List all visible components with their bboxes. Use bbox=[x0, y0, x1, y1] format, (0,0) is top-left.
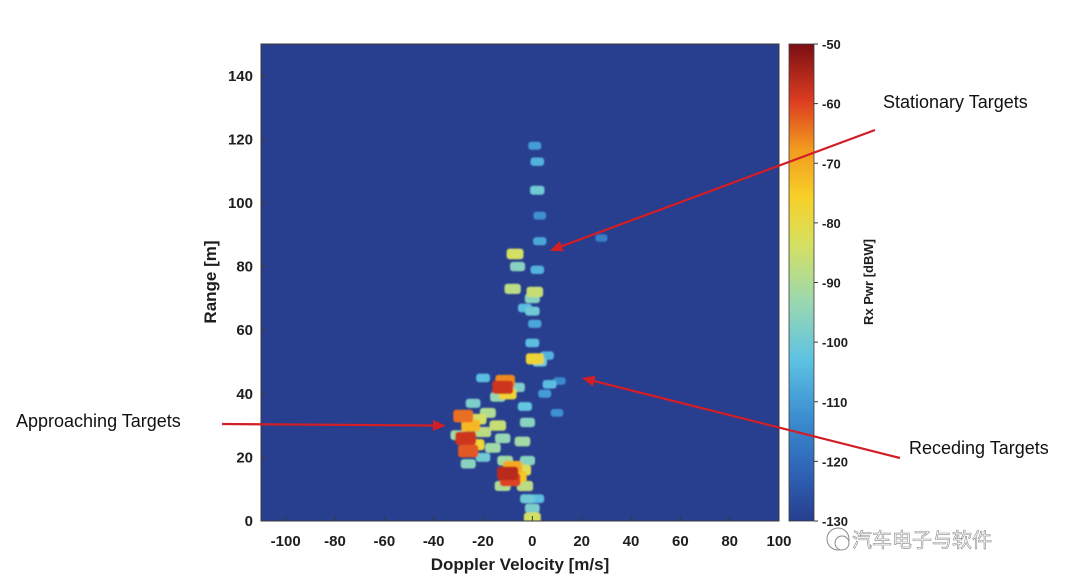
annotation-arrow-line bbox=[594, 380, 901, 460]
heatmap-cell bbox=[525, 338, 540, 348]
plot-background bbox=[261, 44, 779, 521]
heatmap-cell bbox=[516, 480, 534, 492]
heatmap-cell bbox=[458, 444, 479, 458]
heatmap-cell bbox=[526, 286, 544, 298]
heatmap-cell bbox=[528, 319, 542, 328]
heatmap-cell bbox=[533, 237, 547, 246]
heatmap-cell bbox=[475, 452, 491, 462]
heatmap-cell bbox=[455, 431, 477, 445]
y-axis-label: Range [m] bbox=[201, 240, 220, 323]
x-tick-label: -80 bbox=[324, 533, 346, 550]
heatmap-cell bbox=[519, 417, 535, 428]
x-tick-label: -40 bbox=[423, 533, 445, 550]
heatmap-cell bbox=[504, 283, 521, 294]
x-tick-label: 60 bbox=[672, 533, 689, 550]
y-tick-label: 140 bbox=[228, 68, 253, 85]
heatmap-cell bbox=[530, 265, 545, 274]
heatmap-cell bbox=[485, 443, 501, 453]
annotation-arrow-head bbox=[581, 375, 596, 387]
colorbar-tick-label: -130 bbox=[822, 514, 848, 529]
annotation-arrow-line bbox=[221, 422, 434, 427]
colorbar-tick-label: -50 bbox=[822, 37, 841, 52]
heatmap-cell bbox=[595, 234, 608, 242]
colorbar-tick-label: -100 bbox=[822, 335, 848, 350]
heatmap-cell bbox=[538, 389, 552, 398]
heatmap-cell bbox=[495, 433, 511, 444]
heatmap-cell bbox=[461, 419, 480, 432]
colorbar-tick-label: -70 bbox=[822, 156, 841, 171]
heatmap-cell bbox=[476, 373, 490, 383]
heatmap-cells bbox=[450, 141, 608, 521]
x-axis-label: Doppler Velocity [m/s] bbox=[431, 555, 610, 574]
annotation-label: Approaching Targets bbox=[16, 411, 181, 431]
heatmap-cell bbox=[492, 380, 514, 394]
y-tick-label: 40 bbox=[236, 386, 253, 403]
y-axis-ticks: 0 20 40 60 80 100 120 140 bbox=[228, 68, 266, 530]
watermark-text: 汽车电子与软件 bbox=[852, 528, 992, 552]
heatmap-cell bbox=[465, 398, 481, 408]
heatmap-cell bbox=[489, 420, 507, 431]
x-tick-label: -100 bbox=[271, 533, 301, 550]
y-tick-label: 0 bbox=[245, 513, 253, 530]
heatmap-cell bbox=[525, 306, 540, 316]
colorbar-tick-label: -110 bbox=[822, 395, 847, 410]
x-tick-label: 100 bbox=[766, 533, 791, 550]
plot-frame bbox=[260, 43, 780, 522]
heatmap-cell bbox=[510, 261, 526, 272]
colorbar-label: Rx Pwr [dBW] bbox=[861, 239, 876, 325]
heatmap-cell bbox=[460, 459, 476, 469]
heatmap-cell bbox=[525, 353, 544, 365]
heatmap-cell bbox=[514, 436, 531, 447]
y-tick-label: 120 bbox=[228, 131, 253, 148]
heatmap-cell bbox=[524, 503, 540, 513]
colorbar-tick-label: -60 bbox=[822, 97, 841, 112]
colorbar-tick-label: -90 bbox=[822, 276, 841, 291]
annotation-arrow-head bbox=[432, 420, 446, 432]
heatmap-cell bbox=[530, 185, 545, 195]
x-tick-label: -20 bbox=[472, 533, 494, 550]
heatmap-cell bbox=[528, 141, 542, 150]
y-tick-label: 20 bbox=[236, 449, 253, 466]
heatmap-cell bbox=[533, 211, 547, 220]
annotation-label: Receding Targets bbox=[909, 438, 1049, 458]
colorbar-tick-label: -80 bbox=[822, 216, 841, 231]
x-axis-ticks: -100 -80 -60 -40 -20 0 20 40 60 80 100 bbox=[271, 516, 792, 550]
heatmap-cell bbox=[520, 494, 535, 504]
watermark: 汽车电子与软件 bbox=[826, 527, 992, 552]
wechat-icon-inner bbox=[834, 535, 850, 551]
x-tick-label: 40 bbox=[623, 533, 640, 550]
heatmap-cell bbox=[506, 248, 524, 260]
heatmap-cell bbox=[517, 402, 532, 411]
x-tick-label: -60 bbox=[373, 533, 395, 550]
colorbar-ticks: -50 -60 -70 -80 -90 -100 -110 -120 -130 bbox=[814, 37, 848, 529]
heatmap-cell bbox=[550, 409, 564, 417]
heatmap-cell bbox=[542, 380, 557, 389]
colorbar-tick-label: -120 bbox=[822, 454, 848, 469]
x-tick-label: 20 bbox=[573, 533, 590, 550]
y-tick-label: 60 bbox=[236, 322, 253, 339]
annotation-arrow-head bbox=[549, 241, 564, 252]
annotation-arrow-line bbox=[561, 128, 876, 248]
y-tick-label: 100 bbox=[228, 195, 253, 212]
heatmap-cell bbox=[453, 409, 474, 423]
x-tick-label: 0 bbox=[528, 533, 536, 550]
y-tick-label: 80 bbox=[236, 259, 253, 276]
heatmap-cell bbox=[530, 157, 545, 166]
x-tick-label: 80 bbox=[721, 533, 738, 550]
colorbar bbox=[788, 43, 815, 522]
heatmap-cell bbox=[497, 466, 519, 480]
annotation-label: Stationary Targets bbox=[883, 92, 1028, 112]
annotations: Stationary Targets Approaching Targets Rec… bbox=[16, 92, 1049, 460]
heatmap-cell bbox=[519, 455, 535, 466]
